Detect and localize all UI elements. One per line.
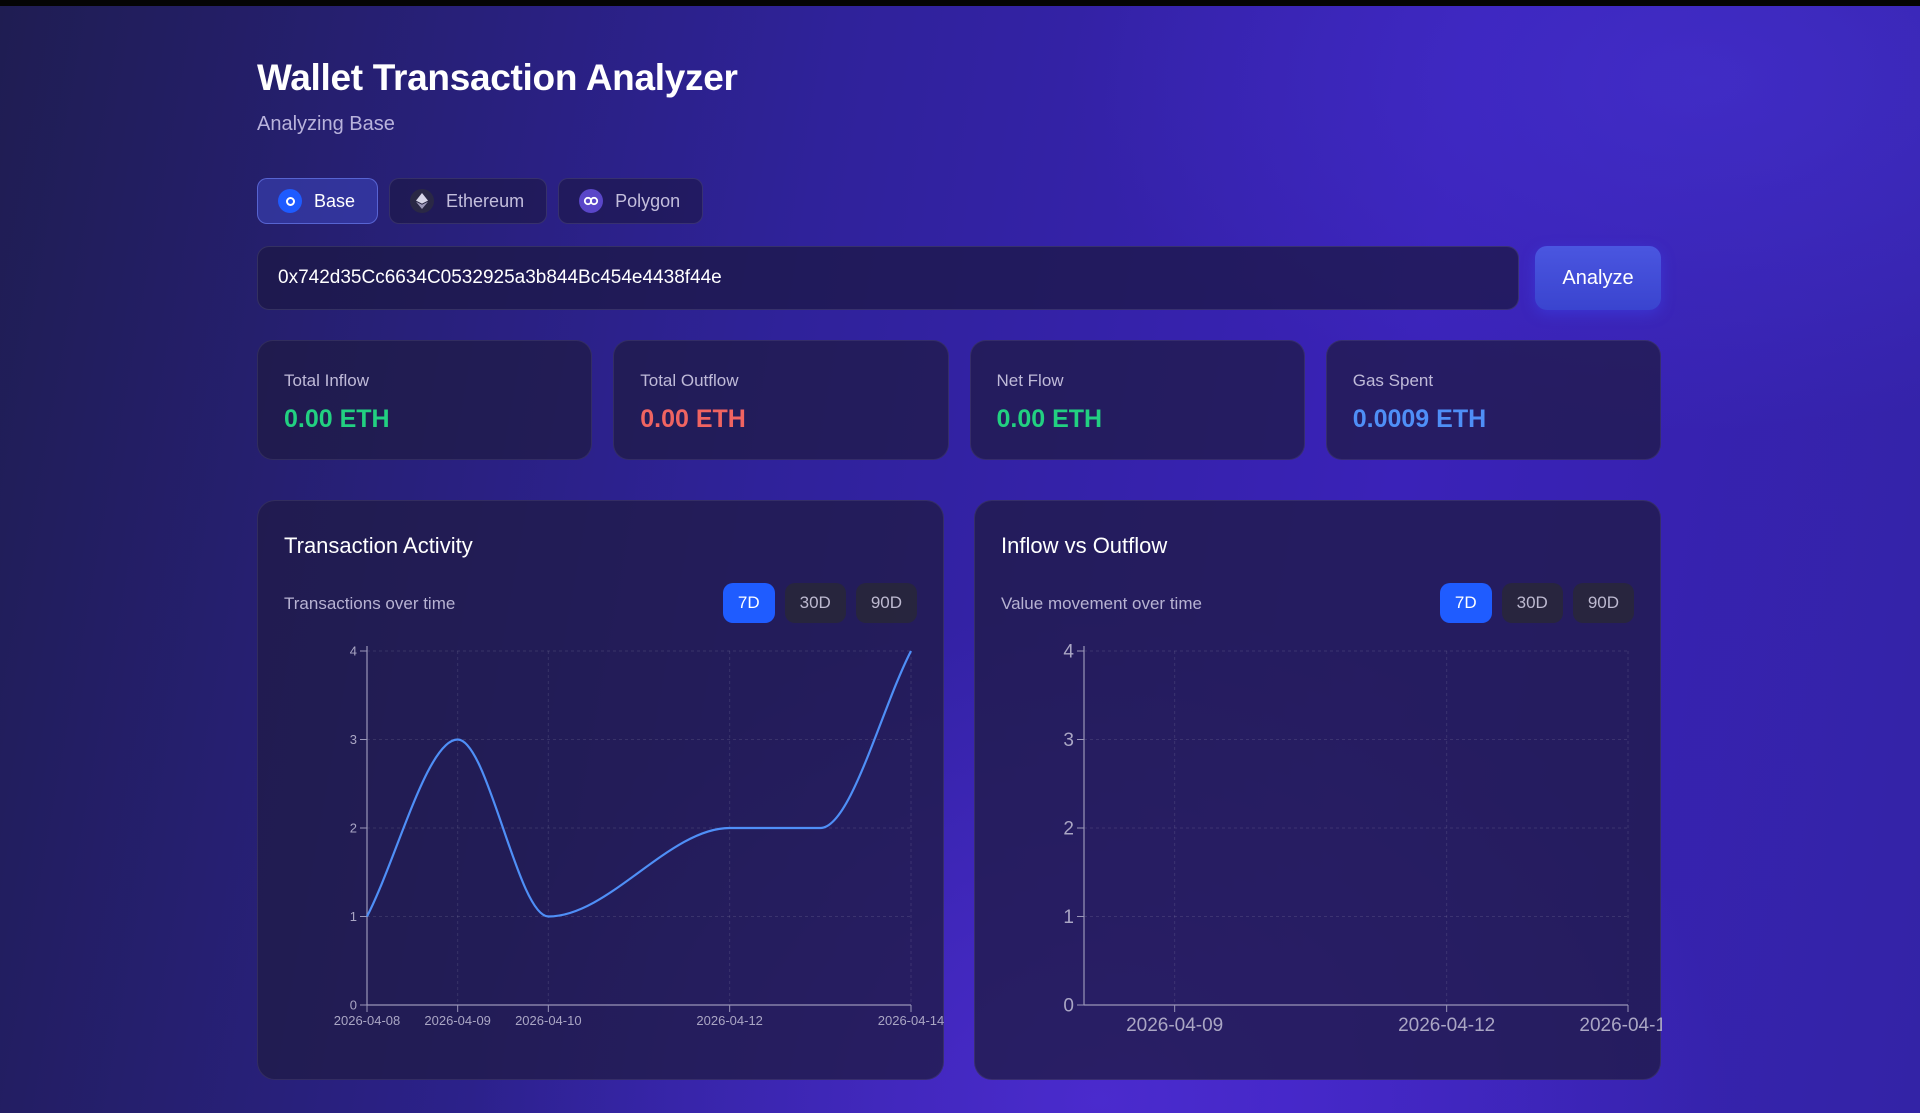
chart-plot: 0 1 2 3 4 2026-04-08 2026-04-09 2026-04-10 2026-…	[334, 644, 945, 1028]
network-tab-base[interactable]: Base	[257, 178, 379, 224]
stat-label: Gas Spent	[1352, 371, 1434, 390]
y-tick-label: 3	[350, 732, 357, 747]
stat-label: Total Inflow	[284, 371, 370, 390]
page-subtitle: Analyzing Base	[257, 113, 395, 135]
stat-label: Net Flow	[996, 371, 1064, 390]
stat-card-gas-spent: Gas Spent 0.0009 ETH	[1325, 340, 1661, 460]
stat-label: Total Outflow	[640, 371, 739, 390]
stat-value: 0.00 ETH	[284, 405, 390, 433]
x-tick-label: 2026-04-12	[1398, 1015, 1495, 1036]
chart-plot: 0 1 2 3 4 2026-04-09 2026-04-12 2026-04-14	[1063, 642, 1662, 1036]
x-tick-label: 2026-04-08	[334, 1013, 401, 1028]
polygon-icon	[579, 189, 604, 213]
stat-value: 0.00 ETH	[996, 405, 1103, 433]
network-tabs: Base Ethereum Polygon	[257, 178, 1661, 226]
stat-value: 0.0009 ETH	[1352, 405, 1487, 433]
series-line	[366, 650, 912, 918]
analyze-button[interactable]: Analyze	[1535, 246, 1661, 310]
range-90d-button[interactable]: 90D	[855, 583, 917, 623]
network-tab-label: Base	[314, 190, 356, 211]
wallet-address-input[interactable]	[257, 246, 1519, 310]
network-tab-label: Ethereum	[446, 190, 525, 211]
x-tick-label: 2026-04-09	[1126, 1015, 1223, 1036]
stat-card-net-flow: Net Flow 0.00 ETH	[969, 340, 1305, 460]
y-tick-label: 3	[1063, 730, 1074, 751]
y-tick-label: 0	[350, 998, 357, 1013]
page-title: Wallet Transaction Analyzer	[257, 57, 738, 98]
range-7d-button[interactable]: 7D	[1439, 583, 1492, 623]
stat-value: 0.00 ETH	[640, 405, 746, 433]
range-90d-button[interactable]: 90D	[1572, 583, 1634, 623]
y-tick-label: 2	[1063, 819, 1074, 840]
x-tick-label: 2026-04-14	[878, 1013, 945, 1028]
range-selector: 7D 30D 90D	[1439, 583, 1634, 623]
charts-row: 0 1 2 3 4 2026-04-08 2026-04-09 2026-04-10 2026-…	[257, 500, 1662, 1080]
chart-subtitle: Transactions over time	[284, 594, 456, 613]
range-7d-button[interactable]: 7D	[722, 583, 775, 623]
range-30d-button[interactable]: 30D	[784, 583, 846, 623]
x-tick-label: 2026-04-09	[424, 1013, 491, 1028]
chart-title: Inflow vs Outflow	[1001, 533, 1168, 558]
transaction-activity-card: 0 1 2 3 4 2026-04-08 2026-04-09 2026-04-10 2026-…	[257, 500, 944, 1080]
range-selector: 7D 30D 90D	[722, 583, 917, 623]
inflow-outflow-chart: 0 1 2 3 4 2026-04-09 2026-04-12 2026-04-14	[1063, 642, 1662, 1036]
y-tick-label: 0	[1063, 996, 1074, 1017]
base-icon	[278, 189, 302, 213]
inflow-outflow-card: 0 1 2 3 4 2026-04-09 2026-04-12 2026-04-14 Infl…	[974, 500, 1662, 1080]
chart-title: Transaction Activity	[284, 533, 473, 558]
stat-card-total-inflow: Total Inflow 0.00 ETH	[257, 340, 593, 460]
network-tab-label: Polygon	[615, 190, 681, 211]
main-container: Wallet Transaction Analyzer Analyzing Ba…	[257, 54, 1662, 1080]
network-tab-polygon[interactable]: Polygon	[558, 178, 704, 224]
network-tab-ethereum[interactable]: Ethereum	[389, 178, 548, 224]
transaction-activity-chart: 0 1 2 3 4 2026-04-08 2026-04-09 2026-04-10 2026-…	[334, 644, 945, 1028]
stats-row: Total Inflow 0.00 ETH Total Outflow 0.00…	[257, 340, 1661, 460]
x-tick-label: 2026-04-12	[696, 1013, 763, 1028]
x-tick-label: 2026-04-14	[1579, 1015, 1662, 1036]
y-tick-label: 4	[350, 644, 357, 659]
top-bar	[0, 0, 1920, 6]
ethereum-icon	[410, 189, 435, 213]
y-tick-label: 2	[350, 821, 357, 836]
search-row: Analyze	[257, 246, 1661, 310]
range-30d-button[interactable]: 30D	[1501, 583, 1563, 623]
stat-card-total-outflow: Total Outflow 0.00 ETH	[613, 340, 949, 460]
chart-subtitle: Value movement over time	[1001, 594, 1202, 613]
x-tick-label: 2026-04-10	[515, 1013, 582, 1028]
y-tick-label: 4	[1063, 642, 1074, 663]
y-tick-label: 1	[1063, 907, 1074, 928]
y-tick-label: 1	[350, 909, 357, 924]
